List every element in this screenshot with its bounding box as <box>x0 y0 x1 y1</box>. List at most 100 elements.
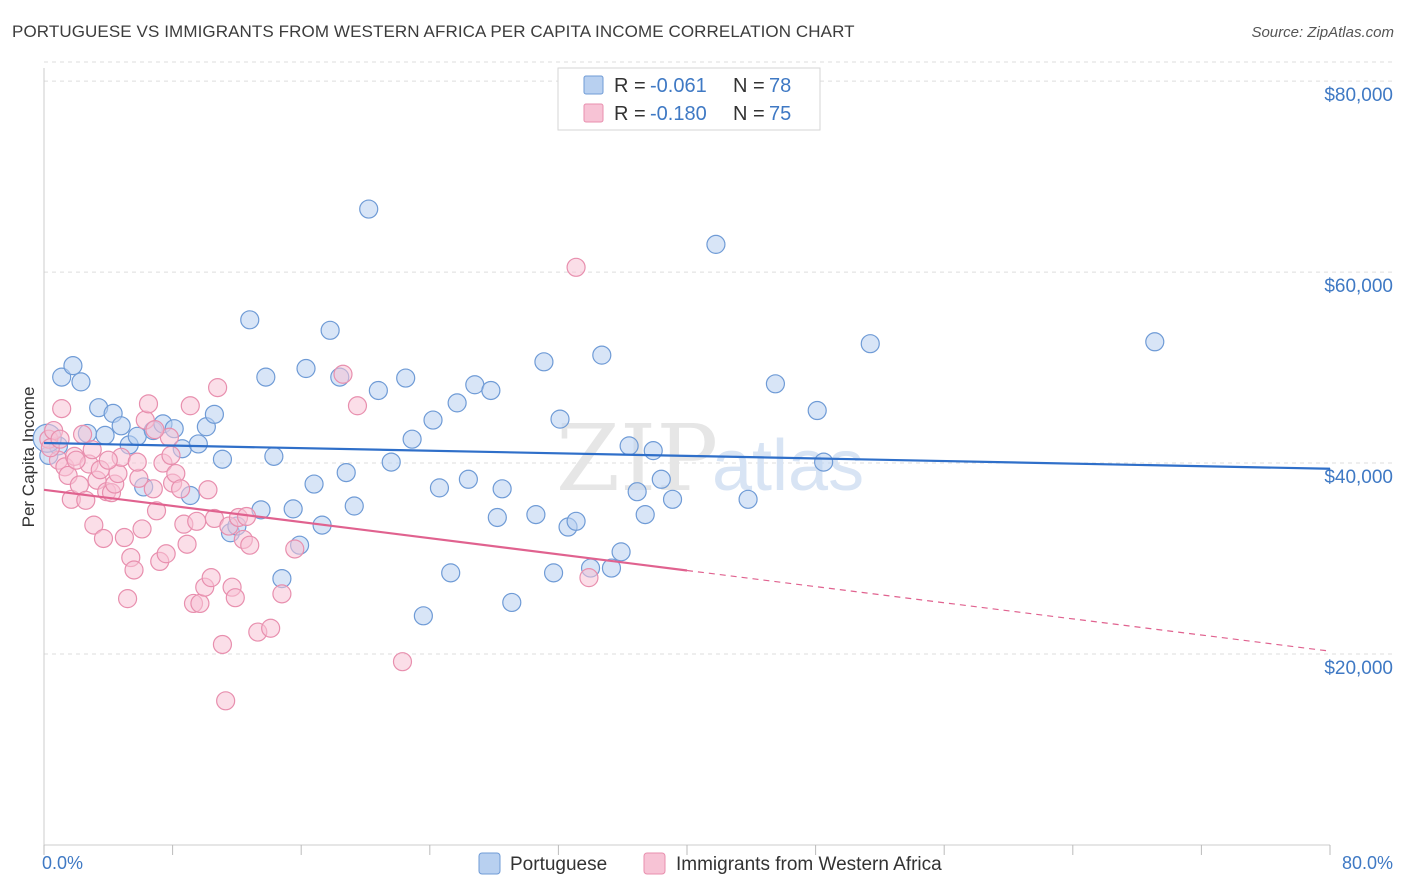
portuguese-point-74 <box>814 452 834 472</box>
y-tick-label-0: $20,000 <box>1324 658 1393 679</box>
portuguese-point-45 <box>429 478 450 498</box>
portuguese-point-42 <box>402 429 422 449</box>
western-africa-point-3 <box>52 399 72 419</box>
portuguese-point-55 <box>534 352 554 372</box>
x-tick-label-min: 0.0% <box>42 853 83 873</box>
portuguese-point-59 <box>566 511 586 531</box>
portuguese-point-68 <box>651 469 671 489</box>
series-legend: Portuguese Immigrants from Western Afric… <box>478 852 942 875</box>
series-legend-label-western-africa: Immigrants from Western Africa <box>676 854 942 875</box>
portuguese-point-34 <box>320 320 340 340</box>
y-tick-label-3: $80,000 <box>1324 85 1393 106</box>
portuguese-point-41 <box>396 368 416 388</box>
portuguese-point-20 <box>204 404 224 424</box>
western-africa-point-48 <box>208 378 228 398</box>
stats-legend: R = -0.061 N = 78 R = -0.180 N = 75 <box>557 67 821 131</box>
western-africa-point-49 <box>212 634 233 655</box>
portuguese-point-29 <box>283 499 303 519</box>
chart-title: PORTUGUESE VS IMMIGRANTS FROM WESTERN AF… <box>12 22 855 41</box>
portuguese-point-18 <box>188 434 208 454</box>
portuguese-point-57 <box>550 409 570 429</box>
series-legend-swatch-western-africa <box>643 852 666 875</box>
portuguese-point-61 <box>592 345 612 365</box>
portuguese-point-73 <box>807 400 827 421</box>
portuguese-point-4 <box>71 372 91 392</box>
western-africa-point-57 <box>240 535 260 555</box>
portuguese-point-2 <box>52 367 72 387</box>
western-africa-point-65 <box>566 257 586 277</box>
western-africa-point-63 <box>347 396 368 416</box>
portuguese-point-63 <box>611 542 631 562</box>
portuguese-point-49 <box>465 375 485 395</box>
portuguese-point-44 <box>423 410 443 430</box>
y-tick-labels: $20,000 $40,000 $60,000 $80,000 <box>1324 85 1393 679</box>
western-africa-point-24 <box>124 560 144 580</box>
trend-lines <box>43 441 1331 652</box>
western-africa-point-15 <box>93 528 114 549</box>
portuguese-point-47 <box>447 393 467 413</box>
legend-n-label-portuguese: N = <box>733 75 765 97</box>
portuguese-point-32 <box>304 474 324 494</box>
source-note: Source: ZipAtlas.com <box>1251 24 1394 41</box>
portuguese-point-62 <box>601 558 622 578</box>
portuguese-point-27 <box>264 446 284 466</box>
western-africa-point-62 <box>333 364 353 384</box>
portuguese-point-71 <box>738 489 758 509</box>
western-africa-point-46 <box>201 568 221 588</box>
y-tick-label-2: $60,000 <box>1324 276 1393 297</box>
series-legend-label-portuguese: Portuguese <box>510 854 607 875</box>
western-africa-point-74 <box>161 445 181 466</box>
portuguese-point-21 <box>212 449 233 469</box>
legend-n-value-portuguese: 78 <box>769 75 791 97</box>
western-africa-point-70 <box>82 440 102 460</box>
western-africa-point-26 <box>132 519 152 539</box>
western-africa-trend-line-extension <box>686 569 1331 652</box>
portuguese-point-24 <box>240 310 260 330</box>
legend-r-label-portuguese: R = <box>614 75 646 97</box>
portuguese-point-43 <box>413 606 433 626</box>
legend-swatch-portuguese <box>583 75 604 95</box>
gridlines <box>44 61 1392 655</box>
portuguese-point-38 <box>359 199 379 219</box>
western-africa-point-71 <box>98 450 118 470</box>
portuguese-point-48 <box>458 469 478 489</box>
portuguese-point-72 <box>765 374 786 394</box>
western-africa-point-73 <box>145 420 165 440</box>
portuguese-point-39 <box>368 380 388 401</box>
portuguese-point-75 <box>860 334 880 354</box>
portuguese-point-9 <box>111 416 131 436</box>
portuguese-point-31 <box>296 358 316 379</box>
western-africa-point-69 <box>66 450 86 470</box>
portuguese-trend-line <box>43 441 1331 470</box>
western-africa-point-28 <box>138 394 159 414</box>
portuguese-point-26 <box>256 367 276 387</box>
portuguese-point-37 <box>344 496 364 516</box>
western-africa-point-33 <box>156 544 176 564</box>
series-portuguese-points <box>32 199 1165 626</box>
portuguese-point-51 <box>487 507 507 528</box>
western-africa-point-37 <box>171 479 191 499</box>
legend-n-label-western-africa: N = <box>733 103 765 125</box>
series-legend-swatch-portuguese <box>478 852 501 875</box>
western-africa-point-12 <box>84 515 104 535</box>
portuguese-point-52 <box>492 479 512 499</box>
x-tick-marks <box>43 845 1331 855</box>
x-tick-label-max: 80.0% <box>1342 853 1393 873</box>
legend-n-value-western-africa: 75 <box>769 103 791 125</box>
portuguese-point-11 <box>127 426 147 446</box>
portuguese-point-54 <box>526 505 546 525</box>
western-africa-point-53 <box>225 588 245 608</box>
portuguese-point-65 <box>627 482 647 502</box>
western-africa-point-22 <box>117 589 138 609</box>
western-africa-point-60 <box>272 584 292 604</box>
western-africa-point-59 <box>261 618 281 638</box>
y-tick-label-1: $40,000 <box>1324 467 1393 488</box>
western-africa-point-42 <box>187 511 207 531</box>
watermark-atlas: atlas <box>712 426 864 506</box>
portuguese-point-70 <box>706 234 726 254</box>
y-axis-label: Per Capita Income <box>19 387 38 528</box>
portuguese-point-66 <box>635 505 655 525</box>
portuguese-point-36 <box>336 462 356 483</box>
portuguese-point-46 <box>441 563 461 583</box>
